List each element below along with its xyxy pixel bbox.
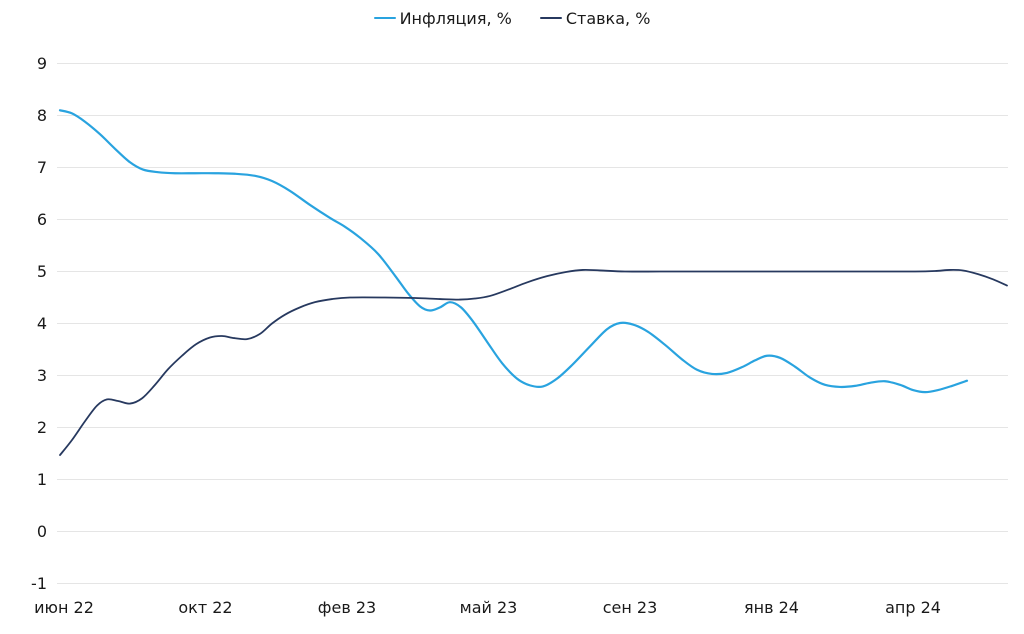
x-tick-label: фев 23 xyxy=(318,598,376,617)
y-tick-label: 5 xyxy=(37,262,47,281)
y-tick-label: 9 xyxy=(37,54,47,73)
rate-line xyxy=(59,268,1008,456)
x-tick-label: апр 24 xyxy=(885,598,941,617)
y-tick-label: 4 xyxy=(37,314,47,333)
x-tick-label: янв 24 xyxy=(744,598,799,617)
x-tick-label: сен 23 xyxy=(603,598,658,617)
y-tick-label: 7 xyxy=(37,158,47,177)
y-tick-label: 1 xyxy=(37,470,47,489)
legend-item-inflation[interactable]: Инфляция, % xyxy=(373,8,512,28)
inflation-line-swatch xyxy=(373,17,396,19)
legend-label-rate: Ставка, % xyxy=(565,8,651,28)
y-tick-label: 8 xyxy=(37,106,47,125)
y-tick-label: 0 xyxy=(37,522,47,541)
legend-label-inflation: Инфляция, % xyxy=(399,8,512,28)
y-tick-label: 2 xyxy=(37,418,47,437)
chart-legend: Инфляция, % Ставка, % xyxy=(0,6,1024,30)
x-tick-label: май 23 xyxy=(460,598,518,617)
legend-item-rate[interactable]: Ставка, % xyxy=(539,8,651,28)
rate-line-swatch xyxy=(539,17,562,19)
y-tick-label: -1 xyxy=(31,574,47,593)
x-tick-label: июн 22 xyxy=(34,598,94,617)
y-tick-label: 3 xyxy=(37,366,47,385)
x-tick-label: окт 22 xyxy=(178,598,232,617)
inflation-line xyxy=(58,109,969,394)
y-tick-label: 6 xyxy=(37,210,47,229)
